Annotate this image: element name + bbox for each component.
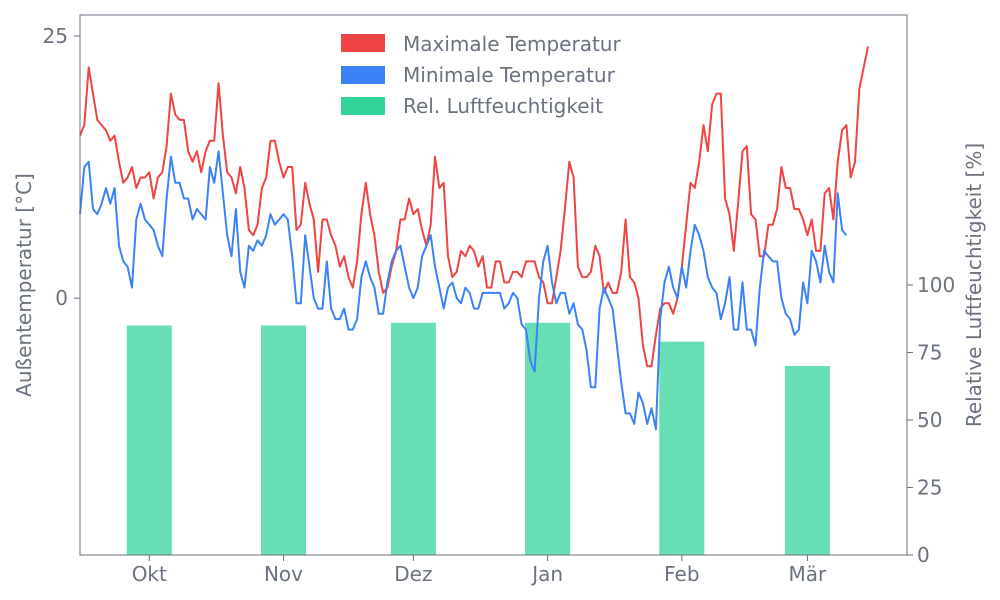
x-tick-label: Feb [664,562,699,586]
y-left-tick-label: 25 [43,24,68,48]
x-axis: Okt Nov Dez Jan Feb Mär [132,555,827,586]
legend-swatch-max-temp [341,34,385,52]
x-tick-label: Nov [264,562,303,586]
humidity-bar [390,322,436,555]
humidity-bar [525,322,571,555]
y-right-tick-label: 0 [917,543,930,567]
legend-label-max-temp: Maximale Temperatur [403,32,621,56]
y-right-tick-label: 50 [917,408,942,432]
x-tick-label: Dez [394,562,432,586]
legend-swatch-humidity [341,97,385,115]
legend-label-humidity: Rel. Luftfeuchtigkeit [403,94,603,118]
x-tick-label: Mär [789,562,828,586]
max-temp-line [79,46,869,368]
legend: Maximale Temperatur Minimale Temperatur … [341,32,621,118]
min-temp-line [79,150,848,431]
humidity-bar [126,325,172,555]
y-axis-right: 0 25 50 75 100 [907,273,955,567]
legend-swatch-min-temp [341,66,385,84]
y-right-tick-label: 25 [917,476,942,500]
humidity-bar [261,325,306,555]
humidity-bars [126,322,830,555]
humidity-bar [784,366,830,555]
y-left-tick-label: 0 [55,286,68,310]
y-axis-right-title: Relative Luftfeuchtigkeit [%] [962,143,986,427]
x-tick-label: Okt [132,562,167,586]
legend-label-min-temp: Minimale Temperatur [403,63,616,87]
y-axis-left-title: Außentemperatur [°C] [12,173,36,397]
x-tick-label: Jan [530,562,563,586]
y-axis-left: 0 25 [43,24,80,310]
temperature-lines [79,46,869,431]
humidity-bar [659,341,705,555]
y-right-tick-label: 100 [917,273,955,297]
y-right-tick-label: 75 [917,341,942,365]
